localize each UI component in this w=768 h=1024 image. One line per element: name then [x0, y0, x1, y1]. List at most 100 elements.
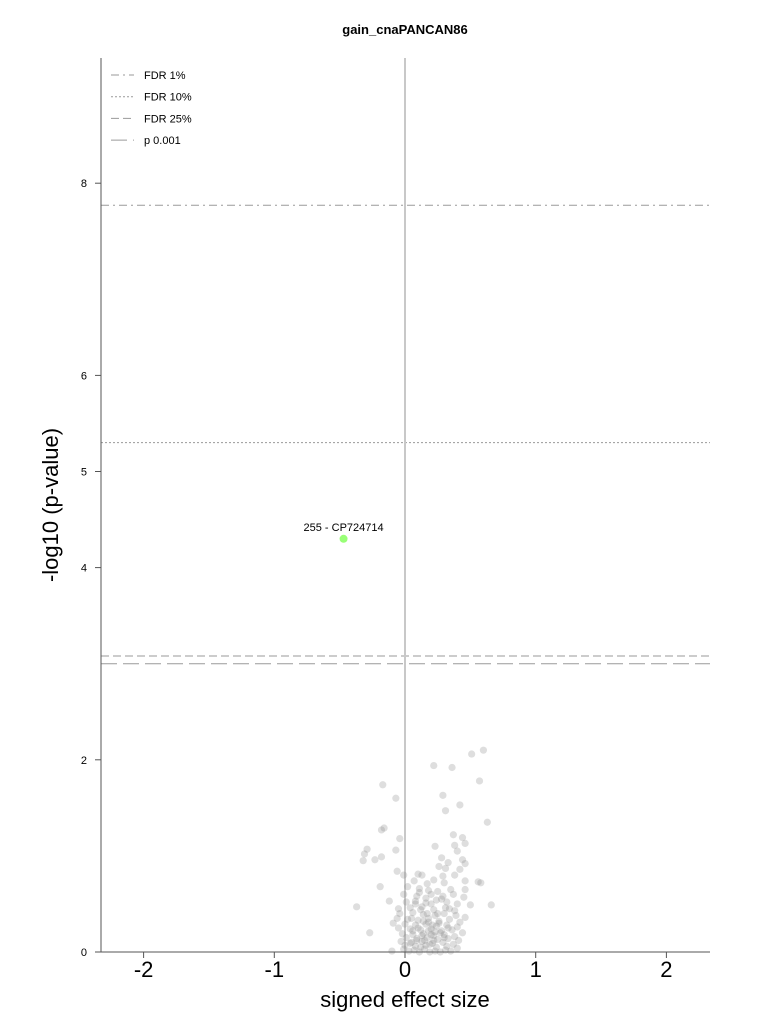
- data-point: [468, 750, 476, 758]
- x-tick-label: -1: [265, 957, 285, 982]
- data-point: [461, 913, 469, 922]
- data-point: [424, 886, 433, 895]
- data-point: [439, 791, 447, 799]
- data-point: [444, 934, 452, 943]
- data-point: [411, 897, 420, 905]
- data-point: [409, 931, 417, 939]
- data-point: [431, 911, 439, 920]
- legend-label: p 0.001: [144, 135, 181, 147]
- data-point: [439, 938, 447, 946]
- data-point: [444, 859, 452, 867]
- data-point: [447, 947, 455, 955]
- legend-label: FDR 25%: [144, 113, 192, 125]
- data-point: [440, 879, 448, 887]
- y-tick-label: 4: [81, 563, 87, 575]
- data-point: [397, 937, 405, 946]
- data-point: [430, 932, 438, 940]
- data-point: [419, 910, 427, 919]
- data-point: [439, 892, 447, 900]
- chart-title: gain_cnaPANCAN86: [342, 22, 467, 37]
- highlight-point: [339, 534, 348, 543]
- data-point: [360, 850, 369, 858]
- data-point: [413, 892, 421, 900]
- data-point: [456, 865, 464, 873]
- data-point: [483, 818, 491, 826]
- data-point: [441, 904, 450, 912]
- data-point: [424, 914, 433, 922]
- data-point: [449, 940, 457, 948]
- data-point: [461, 885, 469, 894]
- data-point: [401, 920, 409, 928]
- data-point: [411, 921, 420, 929]
- data-point: [422, 920, 430, 928]
- data-point: [435, 919, 443, 927]
- data-point: [454, 936, 463, 945]
- data-point: [453, 900, 461, 908]
- data-point: [417, 906, 425, 914]
- data-point: [376, 883, 384, 891]
- data-point: [440, 933, 448, 942]
- data-point: [353, 903, 361, 911]
- data-point: [406, 925, 414, 933]
- data-point: [394, 905, 403, 913]
- data-point: [366, 929, 374, 937]
- data-point: [418, 871, 426, 879]
- data-point: [439, 872, 447, 880]
- data-point: [434, 909, 442, 918]
- data-point: [461, 839, 469, 848]
- data-point: [451, 907, 459, 915]
- data-point: [479, 746, 488, 754]
- data-point: [424, 927, 433, 935]
- data-point: [401, 941, 409, 949]
- data-point: [422, 899, 430, 907]
- data-point: [443, 942, 451, 950]
- data-point: [422, 941, 430, 949]
- data-point: [396, 909, 404, 918]
- legend: FDR 1% FDR 10% FDR 25% p 0.001: [111, 70, 192, 147]
- data-point: [431, 947, 439, 955]
- data-point: [434, 935, 442, 944]
- points-layer: [353, 746, 495, 956]
- data-point: [414, 924, 422, 932]
- data-point: [430, 876, 438, 884]
- data-point: [423, 880, 431, 888]
- y-tick-label: 6: [81, 370, 87, 382]
- x-tick-label: 2: [660, 957, 672, 982]
- data-point: [443, 898, 451, 906]
- data-point: [427, 925, 435, 933]
- data-point: [441, 864, 450, 872]
- data-point: [393, 867, 401, 875]
- data-point: [435, 862, 443, 871]
- data-point: [487, 901, 495, 909]
- legend-label: FDR 1%: [144, 70, 186, 82]
- data-point: [417, 943, 425, 951]
- data-point: [377, 853, 386, 861]
- data-point: [394, 924, 403, 932]
- data-point: [421, 936, 429, 945]
- data-point: [440, 909, 448, 918]
- data-point: [427, 900, 435, 908]
- data-point: [458, 929, 467, 937]
- data-point: [402, 898, 410, 906]
- data-point: [440, 931, 448, 939]
- data-point: [451, 933, 459, 941]
- data-point: [405, 947, 413, 955]
- data-point: [435, 917, 443, 925]
- data-point: [419, 917, 427, 925]
- data-point: [474, 878, 482, 886]
- data-point: [434, 887, 442, 896]
- data-point: [430, 906, 438, 914]
- data-point: [379, 781, 387, 789]
- data-point: [432, 922, 440, 930]
- data-point: [437, 895, 446, 903]
- data-point: [389, 919, 397, 927]
- data-point: [444, 924, 452, 932]
- data-point: [437, 854, 446, 862]
- data-point: [377, 826, 386, 834]
- data-point: [451, 871, 459, 879]
- data-point: [359, 857, 367, 865]
- data-point: [427, 890, 435, 898]
- x-tick-label: 1: [530, 957, 542, 982]
- data-point: [415, 888, 423, 897]
